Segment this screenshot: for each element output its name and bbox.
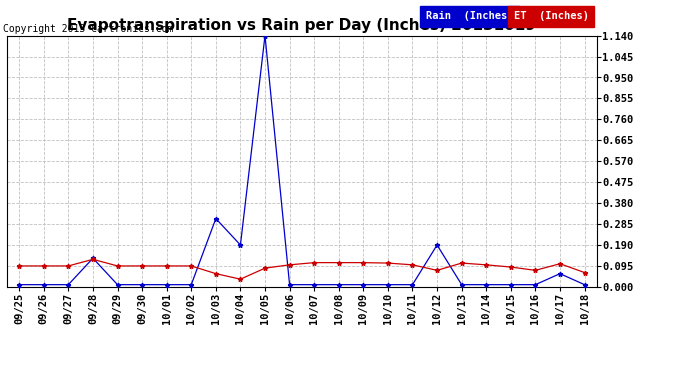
Text: Copyright 2013 Cartronics.com: Copyright 2013 Cartronics.com (3, 24, 174, 34)
Title: Evapotranspiration vs Rain per Day (Inches) 20131019: Evapotranspiration vs Rain per Day (Inch… (68, 18, 536, 33)
Legend: Rain  (Inches), ET  (Inches): Rain (Inches), ET (Inches) (423, 8, 591, 24)
